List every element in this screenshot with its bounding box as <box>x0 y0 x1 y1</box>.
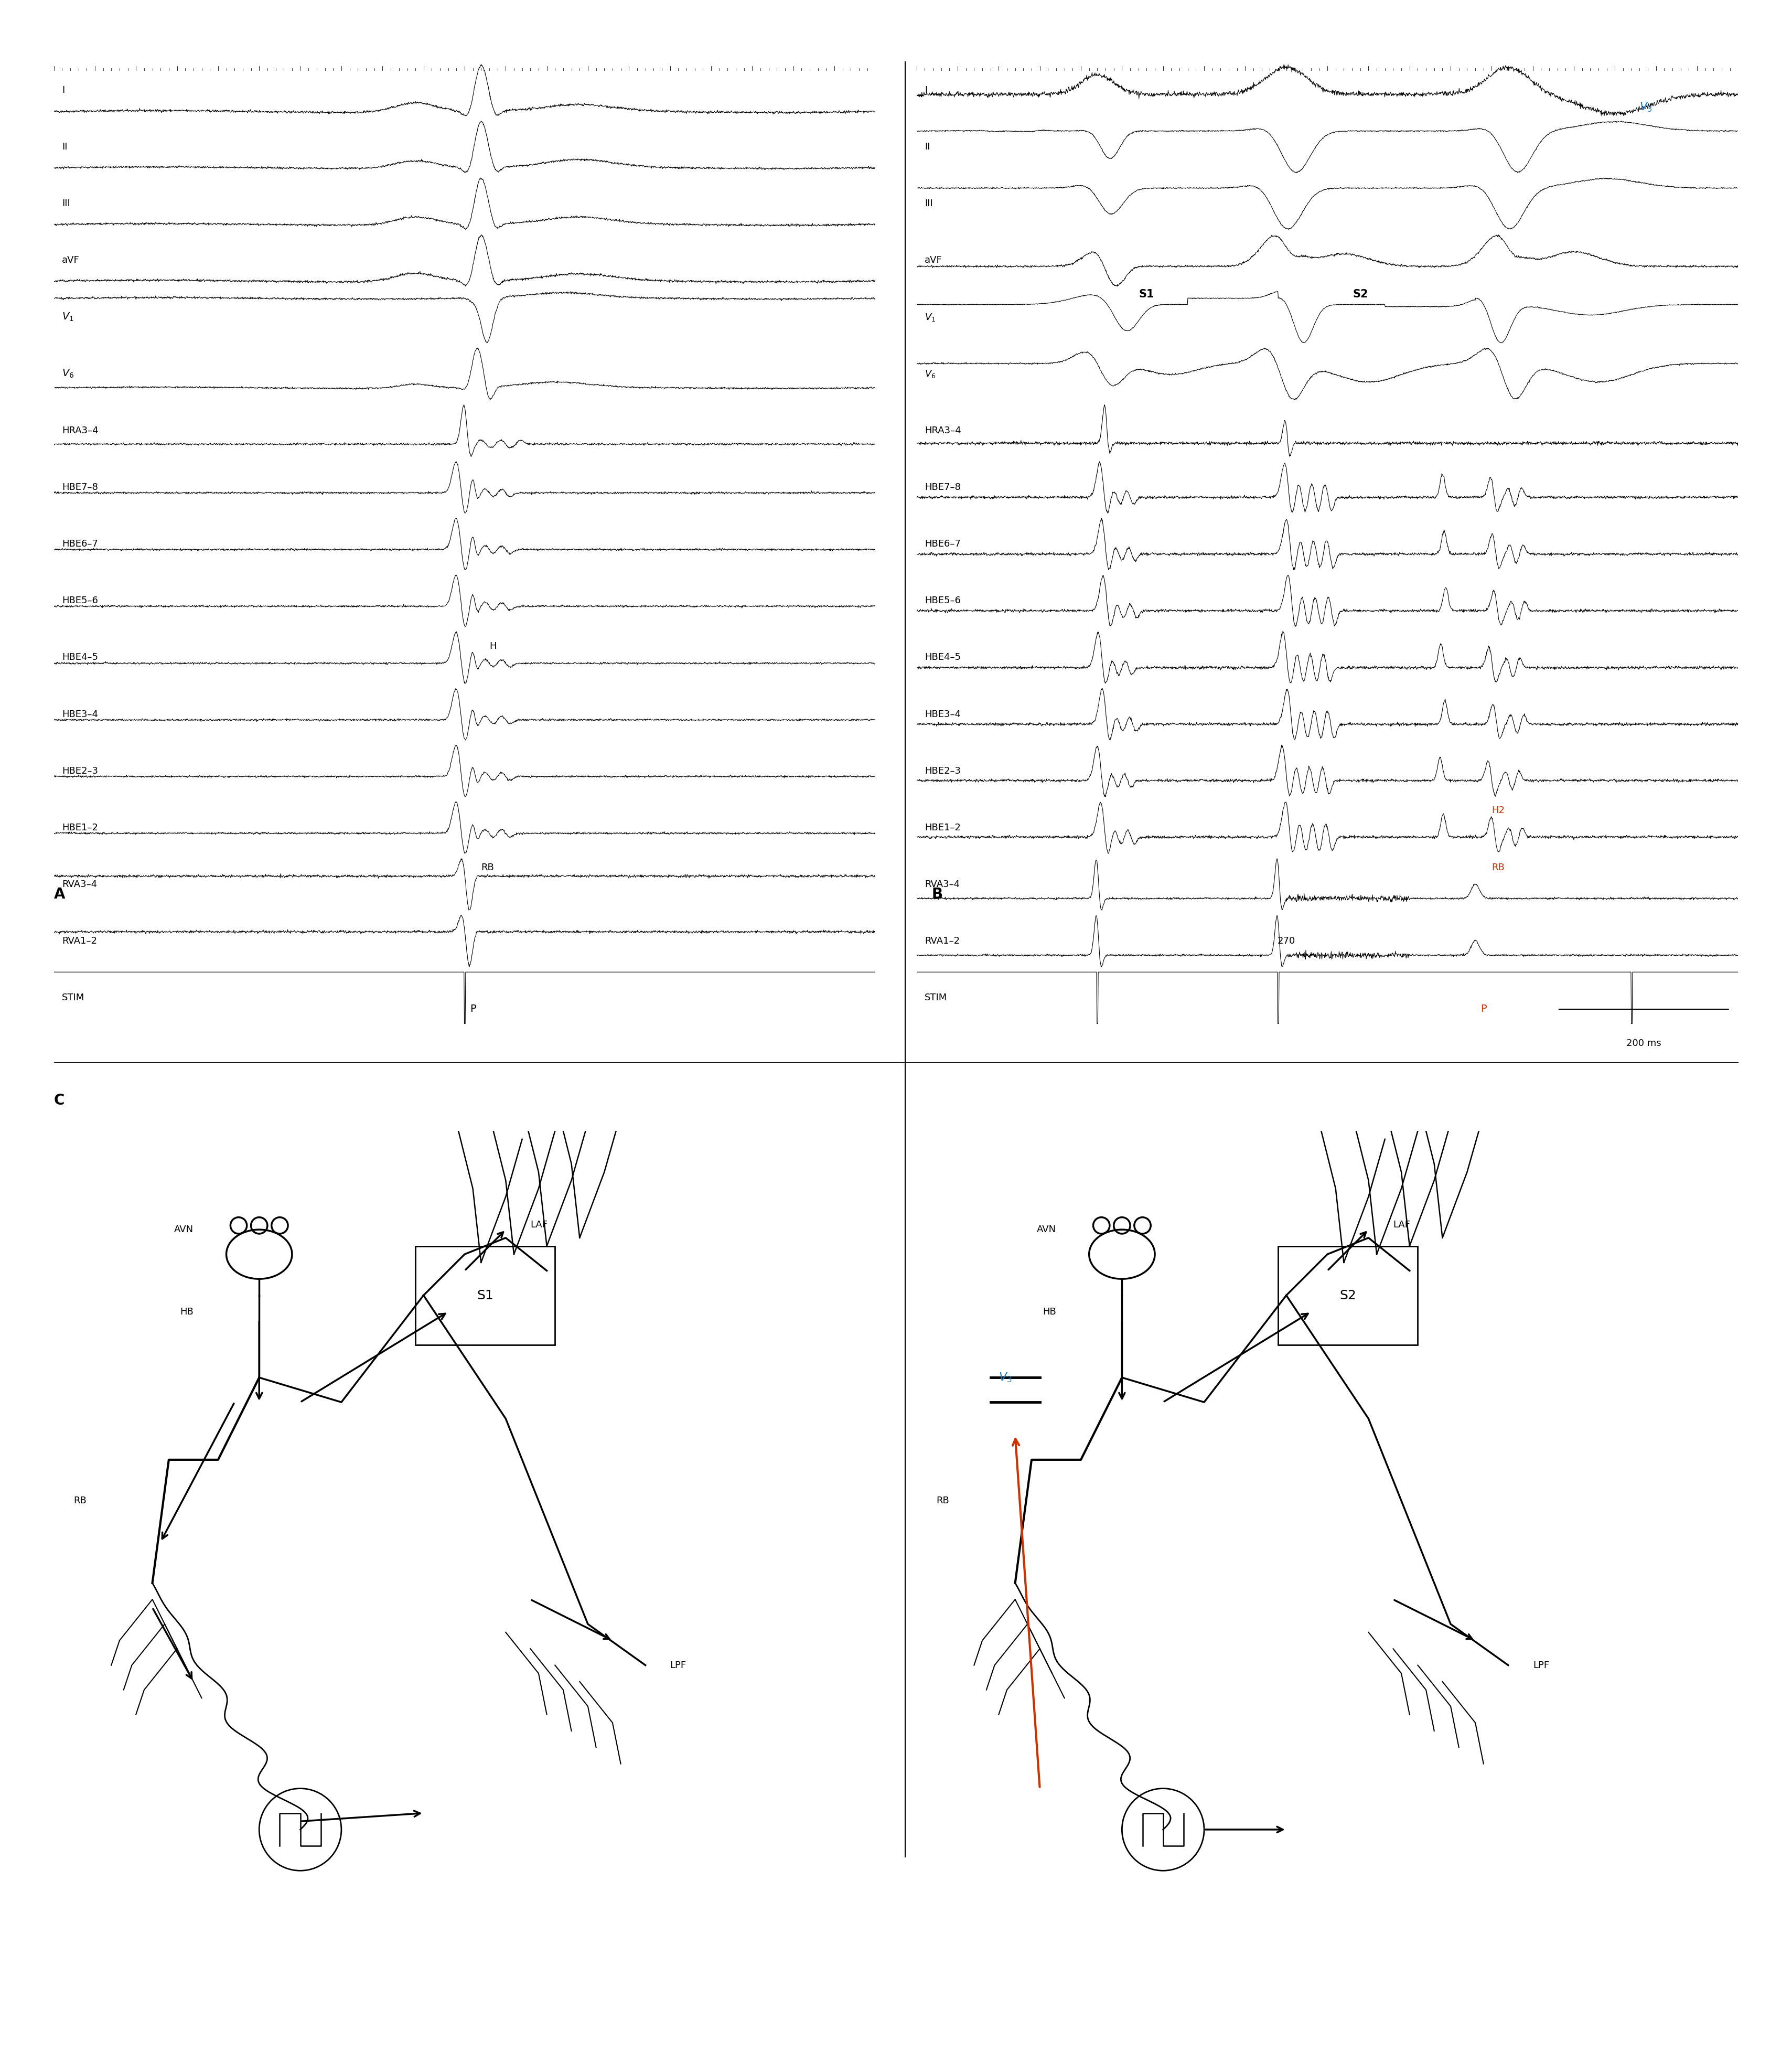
Text: HBE1–2: HBE1–2 <box>63 823 99 831</box>
Text: $V_1$: $V_1$ <box>63 312 73 322</box>
Text: LAF: LAF <box>1392 1219 1410 1230</box>
Text: HB: HB <box>179 1308 194 1316</box>
Text: LAF: LAF <box>530 1219 548 1230</box>
Text: HRA3–4: HRA3–4 <box>925 425 961 435</box>
Text: A: A <box>54 887 65 902</box>
Text: AVN: AVN <box>174 1225 194 1234</box>
Text: RVA3–4: RVA3–4 <box>63 879 97 889</box>
Text: S2: S2 <box>1353 289 1367 299</box>
Text: STIM: STIM <box>63 992 84 1003</box>
Text: RVA3–4: RVA3–4 <box>925 879 961 889</box>
Text: P: P <box>1480 1005 1487 1015</box>
Text: RVA1–2: RVA1–2 <box>925 937 961 945</box>
Text: HBE5–6: HBE5–6 <box>63 596 99 607</box>
Text: 270: 270 <box>1278 937 1296 945</box>
Text: HBE2–3: HBE2–3 <box>63 765 99 776</box>
Text: HBE5–6: HBE5–6 <box>925 596 961 607</box>
Text: RB: RB <box>480 862 495 873</box>
Text: H: H <box>489 642 496 652</box>
Text: HBE1–2: HBE1–2 <box>925 823 961 831</box>
Text: $V_3$: $V_3$ <box>1640 101 1652 113</box>
Text: $V_6$: $V_6$ <box>925 369 935 380</box>
Text: I: I <box>63 85 65 95</box>
Text: HBE4–5: HBE4–5 <box>63 652 99 662</box>
Text: RB: RB <box>1491 862 1505 873</box>
Text: HBE7–8: HBE7–8 <box>925 483 961 493</box>
Text: B: B <box>932 887 943 902</box>
Text: H2: H2 <box>1491 807 1505 815</box>
Text: III: III <box>63 198 70 208</box>
Text: aVF: aVF <box>63 256 79 266</box>
Text: P: P <box>470 1005 477 1015</box>
Text: 200 ms: 200 ms <box>1627 1038 1661 1048</box>
Text: S1: S1 <box>1140 289 1154 299</box>
Text: HBE7–8: HBE7–8 <box>63 483 99 493</box>
Text: HBE4–5: HBE4–5 <box>925 652 961 662</box>
Text: C: C <box>54 1093 65 1108</box>
Text: II: II <box>925 142 930 153</box>
Text: HBE3–4: HBE3–4 <box>63 710 99 718</box>
Text: HB: HB <box>1043 1308 1055 1316</box>
Text: AVN: AVN <box>1038 1225 1055 1234</box>
Text: LPF: LPF <box>670 1661 686 1669</box>
Text: II: II <box>63 142 68 153</box>
Text: RB: RB <box>937 1496 950 1506</box>
Text: $V_6$: $V_6$ <box>63 369 73 380</box>
Text: $V_3$: $V_3$ <box>998 1372 1012 1384</box>
Text: HBE2–3: HBE2–3 <box>925 765 961 776</box>
Text: STIM: STIM <box>925 992 948 1003</box>
Text: $V_1$: $V_1$ <box>925 312 935 322</box>
Text: RVA1–2: RVA1–2 <box>63 937 97 945</box>
Text: HBE6–7: HBE6–7 <box>63 538 99 549</box>
Text: aVF: aVF <box>925 256 943 266</box>
Text: I: I <box>925 85 928 95</box>
Text: III: III <box>925 198 934 208</box>
Text: HRA3–4: HRA3–4 <box>63 425 99 435</box>
Text: S1: S1 <box>477 1289 493 1302</box>
Text: HBE6–7: HBE6–7 <box>925 538 961 549</box>
Text: HBE3–4: HBE3–4 <box>925 710 961 718</box>
Text: RB: RB <box>73 1496 86 1506</box>
Text: LPF: LPF <box>1532 1661 1548 1669</box>
Text: S2: S2 <box>1340 1289 1357 1302</box>
